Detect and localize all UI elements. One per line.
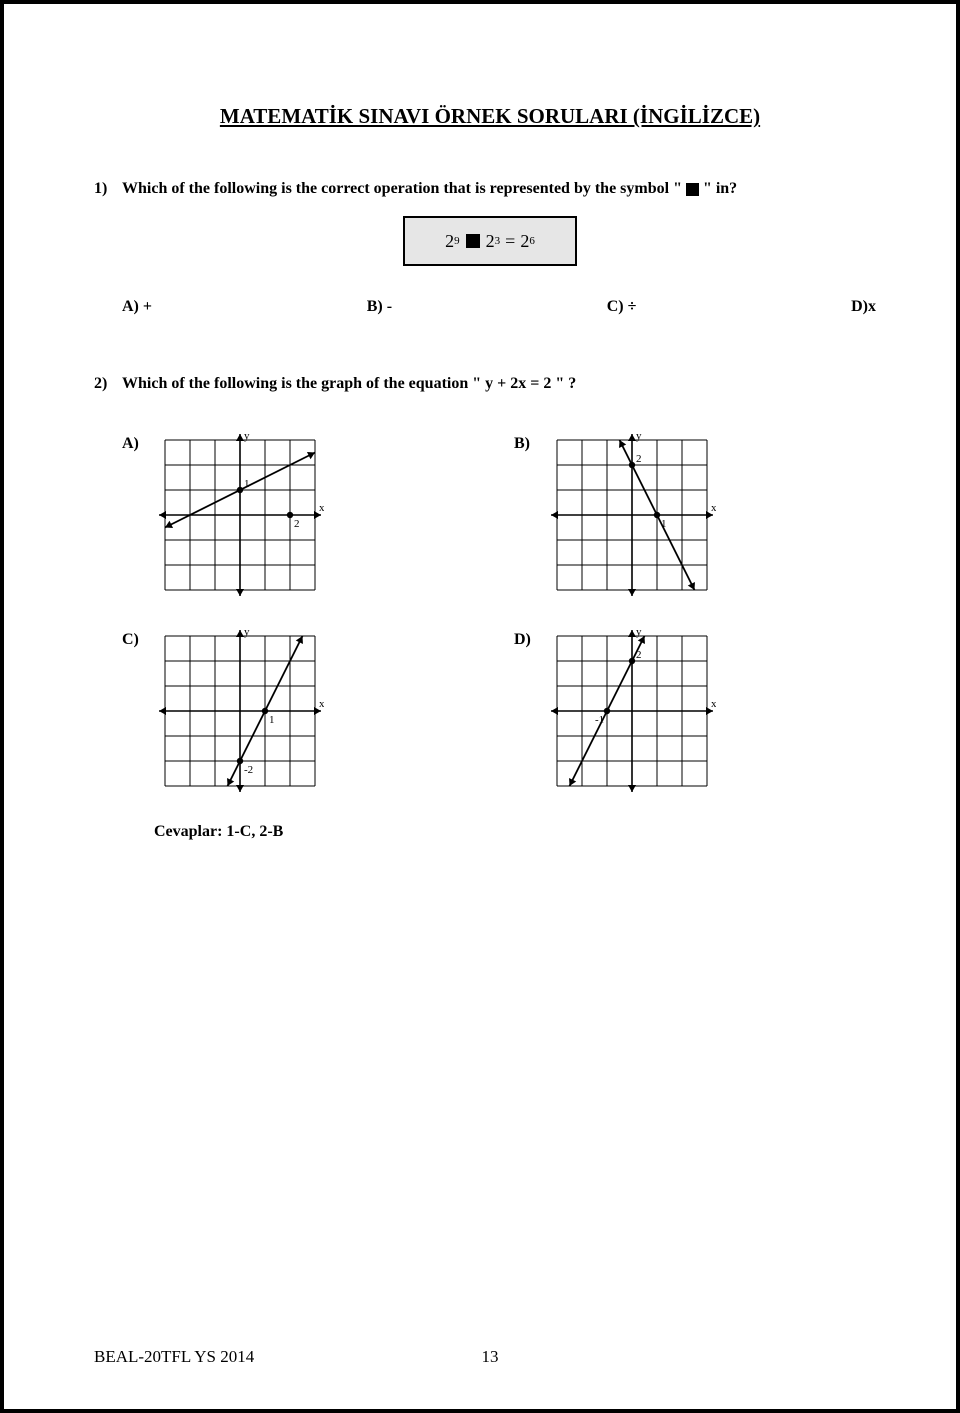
q1-opt-c: C) ÷ [607, 298, 637, 316]
q2-label-d: D) [514, 627, 548, 649]
q2-label-c: C) [122, 627, 156, 649]
q2-text: Which of the following is the graph of t… [122, 372, 886, 395]
q2-choice-b: B) x y 1 2 [514, 431, 716, 599]
eq-equals: = [505, 231, 515, 252]
graph-a: x y 2 1 [156, 431, 324, 599]
svg-text:x: x [319, 698, 324, 710]
footer: BEAL-20TFL YS 2014 13 [94, 1347, 886, 1367]
q2-row-1: A) x y 2 1 B) x y 1 2 [94, 431, 886, 599]
svg-text:-1: -1 [595, 714, 604, 726]
q1-options: A) + B) - C) ÷ D)x [94, 298, 886, 316]
q1-opt-d: D)x [851, 298, 876, 316]
eq-sup-1: 9 [454, 235, 460, 247]
q1-text-after: " in? [699, 180, 737, 197]
svg-text:1: 1 [269, 714, 275, 726]
graph-c: x y 1 -2 [156, 627, 324, 795]
equation-box: 29 23 = 26 [403, 216, 577, 266]
page-title: MATEMATİK SINAVI ÖRNEK SORULARI (İNGİLİZ… [94, 104, 886, 129]
q1-number: 1) [94, 177, 122, 200]
svg-text:y: y [636, 431, 642, 442]
svg-text:y: y [244, 431, 250, 442]
svg-text:y: y [636, 627, 642, 638]
square-icon [686, 183, 699, 196]
page: MATEMATİK SINAVI ÖRNEK SORULARI (İNGİLİZ… [0, 0, 960, 1413]
svg-text:x: x [711, 698, 716, 710]
eq-base-3: 2 [520, 231, 529, 252]
svg-text:2: 2 [636, 453, 642, 465]
q1-opt-a: A) + [122, 298, 152, 316]
svg-text:1: 1 [661, 518, 667, 530]
q2-choice-d: D) x y -1 2 [514, 627, 716, 795]
q1-text-before: Which of the following is the correct op… [122, 180, 686, 197]
question-2: 2) Which of the following is the graph o… [94, 372, 886, 395]
q1-text: Which of the following is the correct op… [122, 177, 886, 200]
q2-choice-a: A) x y 2 1 [122, 431, 324, 599]
eq-sup-2: 3 [495, 235, 501, 247]
q1-opt-b: B) - [367, 298, 392, 316]
graph-b: x y 1 2 [548, 431, 716, 599]
svg-text:2: 2 [636, 649, 642, 661]
graph-d: x y -1 2 [548, 627, 716, 795]
svg-text:1: 1 [244, 478, 250, 490]
q2-number: 2) [94, 372, 122, 395]
q2-row-2: C) x y 1 -2 D) x y -1 2 [94, 627, 886, 795]
svg-text:y: y [244, 627, 250, 638]
footer-left: BEAL-20TFL YS 2014 [94, 1347, 254, 1366]
content: MATEMATİK SINAVI ÖRNEK SORULARI (İNGİLİZ… [94, 104, 886, 1349]
svg-text:-2: -2 [244, 764, 253, 776]
q2-label-b: B) [514, 431, 548, 453]
eq-base-2: 2 [486, 231, 495, 252]
footer-page-number: 13 [482, 1347, 499, 1367]
eq-sup-3: 6 [529, 235, 535, 247]
square-icon [466, 234, 480, 248]
svg-text:x: x [711, 502, 716, 514]
svg-text:x: x [319, 502, 324, 514]
answers: Cevaplar: 1-C, 2-B [94, 823, 886, 841]
q2-choice-c: C) x y 1 -2 [122, 627, 324, 795]
eq-base-1: 2 [445, 231, 454, 252]
q2-label-a: A) [122, 431, 156, 453]
svg-text:2: 2 [294, 518, 300, 530]
question-1: 1) Which of the following is the correct… [94, 177, 886, 200]
